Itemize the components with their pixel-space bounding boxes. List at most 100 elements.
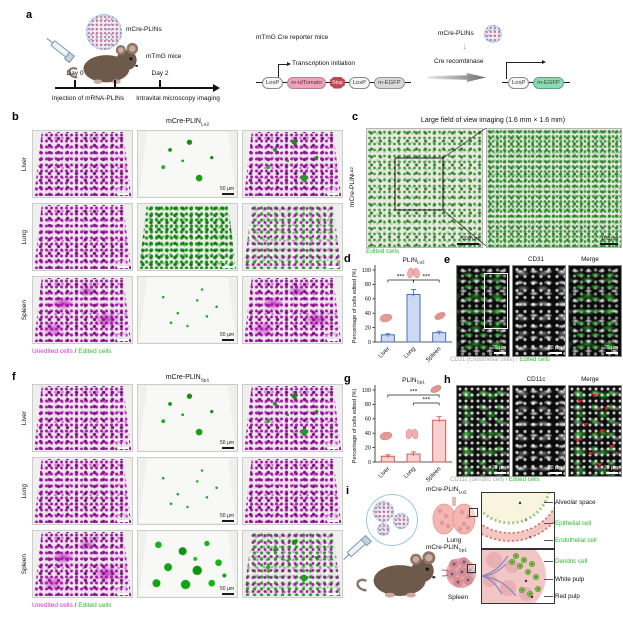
lung-label: Lung [446,537,462,544]
if-image: 20 µm [512,265,566,357]
mouse-drawing [356,551,436,598]
lung-title-sub: Lu2 [458,490,467,496]
row-label-lung: Lung [20,229,28,245]
nanoparticle-icon [393,513,409,529]
timeline-day2-label: Day 2 [151,70,169,77]
nanoparticle-icon [377,523,390,536]
nanoparticle-icon [86,14,122,50]
legend-edited: Edited cells [366,248,400,255]
bar-chart-plin-lu2: 0 20 40 60 80 100 Percentage of cells edited (… [352,257,452,364]
tissue-3d-view [244,386,341,450]
panel-b-title-sub: Lu2 [201,122,210,128]
spleen-zoom-box [481,549,555,604]
row-label-spleen: Spleen [20,553,28,575]
scale-bar: 20 µm [548,346,562,354]
svg-text:***: *** [423,397,431,404]
tissue-3d-view [244,278,341,342]
scale-bar: 50 µm [325,333,339,341]
svg-text:40: 40 [365,311,371,317]
bar-chart-plin-sp1: 0 20 40 60 80 100 Percentage of cells edited (… [352,377,452,484]
alveoli-illustration [482,493,554,548]
microscopy-image: 50 µm [137,276,238,344]
tissue-3d-view [244,459,341,523]
microscopy-image: 50 µm [32,457,133,525]
timeline-tick-day2 [159,80,161,88]
svg-text:20: 20 [365,325,371,331]
promoter-arrow-1 [278,64,279,79]
if-texture [513,386,565,476]
scale-bar: 50 µm [325,441,339,449]
spleen-title-main: mCre-PLIN [426,544,459,551]
tissue-3d-view [139,132,236,196]
if-image: 20 µm [568,265,622,357]
microscopy-image: 50 µm [137,457,238,525]
side-label-sub: Lu2 [350,166,355,175]
scale-bar: 50 µm [325,587,339,595]
svg-text:Spleen: Spleen [425,346,442,363]
leader-line [544,596,553,597]
zoomed-fov-image: 100 µm [486,128,622,248]
spleen-zoom-square [467,564,476,573]
panel-label-d: d [344,253,351,265]
header-merge: Merge [581,256,599,263]
down-arrow-icon: ↓ [462,41,467,52]
svg-text:Percentage of cells edited (%): Percentage of cells edited (%) [352,269,358,344]
construct-element-loxp: LoxP [348,76,371,89]
reporter-mice-title: mTmG Cre reporter mice [256,34,329,41]
mouse-icon [356,548,440,600]
liver-icon [379,313,393,323]
microscopy-image: 50 µm [242,384,343,452]
leader-line [544,540,553,541]
microscopy-image: 50 µm [137,130,238,198]
lung-zoom-square [469,508,478,517]
panel-b-legend: Unedited cells / Edited cells [32,348,112,355]
scale-bar-label: 200 µm [462,236,479,243]
timeline-tick-day0 [74,80,76,88]
scale-bar: 20 µm [492,466,506,474]
svg-text:Percentage of cells edited (%): Percentage of cells edited (%) [352,389,358,464]
panel-f-title: mCre-PLINSp1 [32,374,343,383]
cre-recombinase-label: Cre recombinase [434,58,484,65]
panel-f-title-main: mCre-PLIN [165,374,201,381]
svg-text:100: 100 [362,268,371,274]
svg-text:80: 80 [365,402,371,408]
svg-text:Lung: Lung [403,346,417,360]
annotation-dendric-cell: Dendric cell [544,558,587,565]
transcription-initiation-label: Transcription initiation [292,60,355,67]
panel-e-images: 20 µm 20 µm 20 µm [456,265,622,357]
annotation-alveolar-space: Alveolar space [544,499,596,506]
mouse-strain-label: mTmG mice [146,53,182,60]
legend-separator: / [72,602,79,609]
scale-bar: 50 µm [115,333,129,341]
microscopy-image: 50 µm [242,530,343,598]
legend-unedited: Unedited cells [32,602,73,609]
scale-bar: 50 µm [220,260,234,268]
tissue-3d-view [244,132,341,196]
construct-line [404,82,411,83]
panel-b-title: mCre-PLINLu2 [32,118,343,127]
if-texture [457,266,509,356]
spleen-title-sub: Sp1 [458,548,468,554]
lung-construct-label: mCre-PLINLu2 [426,486,467,496]
svg-text:20: 20 [365,445,371,451]
construct-element-stop: Stop [329,76,345,89]
construct-element-m-egfp: m-EGFP [533,76,564,89]
timeline-arrowhead [213,83,220,92]
liver-icon [379,431,393,441]
panel-f-grid: 50 µm 50 µm 50 µm 50 µm 50 µm 50 µm 50 µm 50 µm… [32,384,343,598]
construct-line [529,82,534,83]
row-label-lung: Lung [20,483,28,499]
nanoparticle-bubble [366,494,418,546]
lung-icon [407,267,420,279]
tissue-3d-view [34,132,131,196]
panel-c-title: Large field of view imaging (1.6 mm × 1.… [420,117,566,124]
svg-text:0: 0 [368,460,371,466]
panel-b-row-labels: Liver Lung Spleen [19,130,29,344]
nanoparticle-icon [373,501,394,522]
np-label-2: mCre-PLINs [438,30,474,37]
bar-lung [406,293,421,343]
timeline-caption-injection: Injection of mRNA-PLINs [51,95,125,102]
panel-e-caption: CD31 (Endothelial cells) / Edited cells [450,357,550,363]
svg-text:Spleen: Spleen [425,466,442,483]
timeline-caption-imaging: Intravital microscopy imaging [136,95,220,102]
